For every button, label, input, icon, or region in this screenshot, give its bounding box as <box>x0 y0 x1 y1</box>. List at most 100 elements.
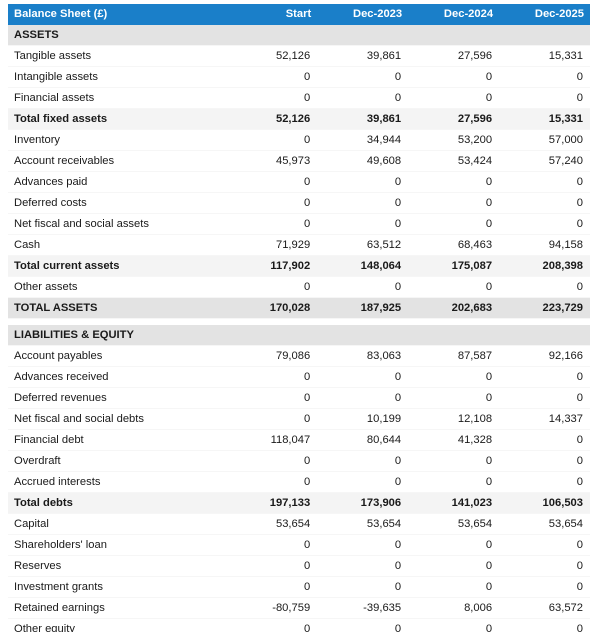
row-value-dec-2024: 0 <box>408 534 500 556</box>
row-value-dec-2025: 223,729 <box>499 297 590 319</box>
row-value-dec-2024: 41,328 <box>408 429 500 451</box>
table-row: Account receivables 45,973 49,608 53,424 57,… <box>8 150 590 172</box>
row-value-dec-2025: 14,337 <box>499 408 590 430</box>
row-value-start: 45,973 <box>226 150 318 172</box>
table-row: Accrued interests 0 0 0 0 <box>8 471 590 493</box>
row-value-dec-2025: 106,503 <box>499 492 590 514</box>
row-label: Reserves <box>8 555 227 577</box>
table-row: Cash 71,929 63,512 68,463 94,158 <box>8 234 590 256</box>
row-value-dec-2025: 208,398 <box>499 255 590 277</box>
row-label: Tangible assets <box>8 45 227 67</box>
row-value-dec-2024: 53,200 <box>408 129 500 151</box>
row-value-dec-2025: 57,240 <box>499 150 590 172</box>
row-value-start: 0 <box>226 618 318 632</box>
row-label: Other equity <box>8 618 227 632</box>
row-value-dec-2024: 12,108 <box>408 408 500 430</box>
row-value-dec-2023: 63,512 <box>317 234 409 256</box>
row-value-dec-2025: 0 <box>499 213 590 235</box>
row-value-dec-2024: 0 <box>408 555 500 577</box>
row-value-start: -80,759 <box>226 597 318 619</box>
row-value-start: 71,929 <box>226 234 318 256</box>
row-value-dec-2024: 27,596 <box>408 45 500 67</box>
row-label: Advances paid <box>8 171 227 193</box>
table-row: Other equity 0 0 0 0 <box>8 618 590 632</box>
row-label: Inventory <box>8 129 227 151</box>
row-value-dec-2025 <box>499 25 590 46</box>
row-value-dec-2024: 68,463 <box>408 234 500 256</box>
row-value-start: 0 <box>226 471 318 493</box>
table-row: Deferred revenues 0 0 0 0 <box>8 387 590 409</box>
row-label: Account receivables <box>8 150 227 172</box>
subtotal-row: Total fixed assets 52,126 39,861 27,596 15,3… <box>8 108 590 130</box>
row-value-start: 0 <box>226 450 318 472</box>
row-value-dec-2025: 0 <box>499 87 590 109</box>
row-value-start: 52,126 <box>226 108 318 130</box>
table-row: Investment grants 0 0 0 0 <box>8 576 590 598</box>
table-row: Capital 53,654 53,654 53,654 53,654 <box>8 513 590 535</box>
table-body: ASSETS Tangible assets 52,126 39,861 27,596 1… <box>8 25 590 632</box>
row-value-start: 0 <box>226 171 318 193</box>
row-value-dec-2024: 202,683 <box>408 297 500 319</box>
balance-sheet-table: Balance Sheet (£) Start Dec-2023 Dec-202… <box>8 4 590 632</box>
row-value-start: 197,133 <box>226 492 318 514</box>
row-label: Overdraft <box>8 450 227 472</box>
row-label: Deferred costs <box>8 192 227 214</box>
row-value-dec-2025 <box>499 325 590 346</box>
row-value-dec-2024: 0 <box>408 576 500 598</box>
row-value-start: 0 <box>226 387 318 409</box>
row-value-dec-2023: 34,944 <box>317 129 409 151</box>
row-value-dec-2023: 173,906 <box>317 492 409 514</box>
row-value-dec-2025: 0 <box>499 429 590 451</box>
table-row: Reserves 0 0 0 0 <box>8 555 590 577</box>
row-value-dec-2023: 39,861 <box>317 45 409 67</box>
row-value-start: 0 <box>226 276 318 298</box>
row-value-dec-2024: 8,006 <box>408 597 500 619</box>
table-row: Tangible assets 52,126 39,861 27,596 15,331 <box>8 45 590 67</box>
table-row: Advances received 0 0 0 0 <box>8 366 590 388</box>
row-value-dec-2025: 94,158 <box>499 234 590 256</box>
row-value-dec-2024: 53,654 <box>408 513 500 535</box>
row-value-dec-2023: -39,635 <box>317 597 409 619</box>
row-value-dec-2023: 53,654 <box>317 513 409 535</box>
row-value-start: 0 <box>226 192 318 214</box>
row-value-dec-2023: 0 <box>317 276 409 298</box>
row-value-start: 53,654 <box>226 513 318 535</box>
row-value-dec-2023: 0 <box>317 471 409 493</box>
row-value-start: 0 <box>226 576 318 598</box>
row-value-dec-2025: 15,331 <box>499 108 590 130</box>
row-value-dec-2023: 83,063 <box>317 345 409 367</box>
row-label: Deferred revenues <box>8 387 227 409</box>
row-value-dec-2025: 0 <box>499 387 590 409</box>
row-value-dec-2025: 0 <box>499 366 590 388</box>
row-value-dec-2023: 0 <box>317 450 409 472</box>
row-label: LIABILITIES & EQUITY <box>8 325 227 346</box>
row-value-start: 118,047 <box>226 429 318 451</box>
row-value-dec-2024: 0 <box>408 192 500 214</box>
row-value-dec-2025: 63,572 <box>499 597 590 619</box>
row-value-dec-2023: 0 <box>317 387 409 409</box>
row-value-dec-2023: 0 <box>317 87 409 109</box>
row-value-dec-2025: 0 <box>499 450 590 472</box>
row-label: Investment grants <box>8 576 227 598</box>
row-value-dec-2023: 0 <box>317 192 409 214</box>
table-row: Net fiscal and social assets 0 0 0 0 <box>8 213 590 235</box>
row-value-dec-2024: 0 <box>408 387 500 409</box>
row-value-dec-2025: 0 <box>499 171 590 193</box>
section-header-row: LIABILITIES & EQUITY <box>8 325 590 346</box>
header-row: Balance Sheet (£) Start Dec-2023 Dec-202… <box>8 4 590 25</box>
row-value-dec-2023 <box>317 25 409 46</box>
row-value-start: 0 <box>226 66 318 88</box>
table-row: Net fiscal and social debts 0 10,199 12,108… <box>8 408 590 430</box>
row-label: Advances received <box>8 366 227 388</box>
column-header-dec-2023: Dec-2023 <box>317 4 409 25</box>
row-value-start: 0 <box>226 408 318 430</box>
row-value-dec-2023: 0 <box>317 618 409 632</box>
row-value-dec-2023: 0 <box>317 66 409 88</box>
row-value-dec-2024: 0 <box>408 276 500 298</box>
row-label: Total fixed assets <box>8 108 227 130</box>
row-value-dec-2023: 0 <box>317 555 409 577</box>
row-value-dec-2025: 0 <box>499 576 590 598</box>
row-label: ASSETS <box>8 25 227 46</box>
row-label: Total current assets <box>8 255 227 277</box>
row-value-start: 0 <box>226 534 318 556</box>
